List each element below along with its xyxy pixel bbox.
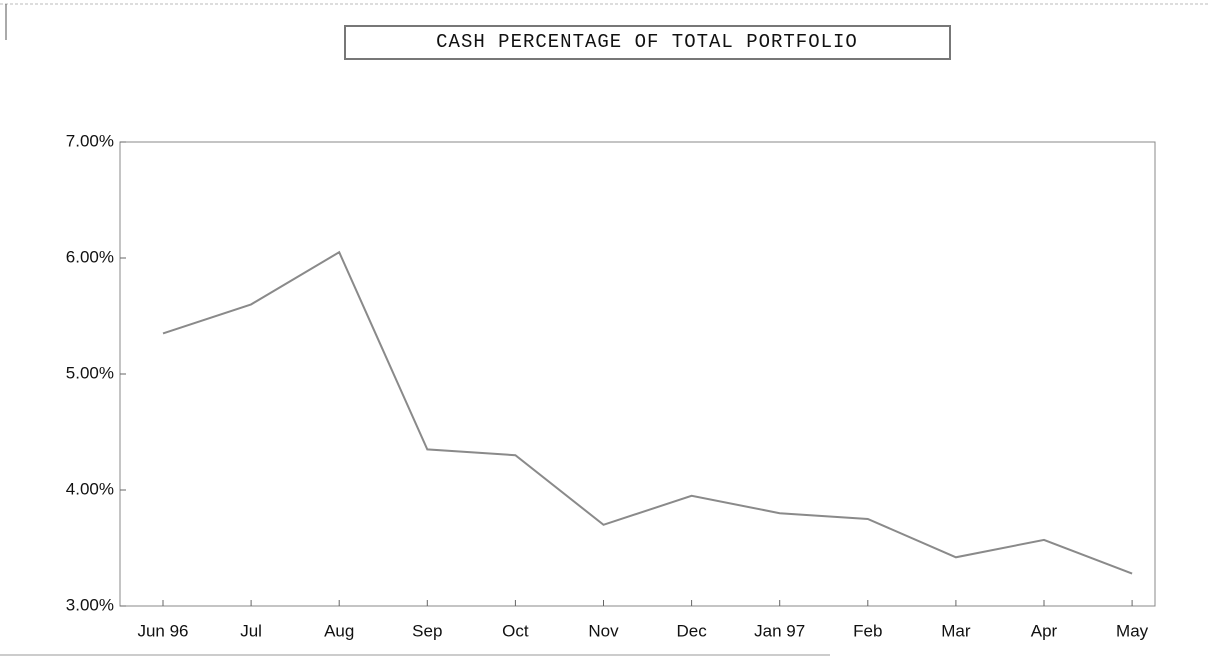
y-tick-label: 3.00%	[66, 595, 114, 614]
y-tick-label: 5.00%	[66, 363, 114, 382]
x-tick-label: Aug	[324, 621, 354, 640]
x-tick-label: Feb	[853, 621, 882, 640]
plot-area	[119, 141, 1156, 607]
x-tick-label: Jul	[240, 621, 262, 640]
chart-title: CASH PERCENTAGE OF TOTAL PORTFOLIO	[436, 31, 858, 53]
x-tick-label: Apr	[1031, 621, 1058, 640]
y-tick-label: 4.00%	[66, 479, 114, 498]
x-tick-label: Nov	[588, 621, 619, 640]
x-tick-label: Sep	[412, 621, 442, 640]
title-box	[344, 25, 951, 60]
x-tick-label: May	[1116, 621, 1149, 640]
x-tick-label: Mar	[941, 621, 971, 640]
y-tick-label: 7.00%	[66, 131, 114, 150]
x-tick-label: Jun 96	[137, 621, 188, 640]
x-tick-label: Dec	[676, 621, 707, 640]
x-tick-label: Oct	[502, 621, 529, 640]
data-line	[162, 250, 1133, 575]
y-tick-label: 6.00%	[66, 247, 114, 266]
x-tick-label: Jan 97	[754, 621, 805, 640]
